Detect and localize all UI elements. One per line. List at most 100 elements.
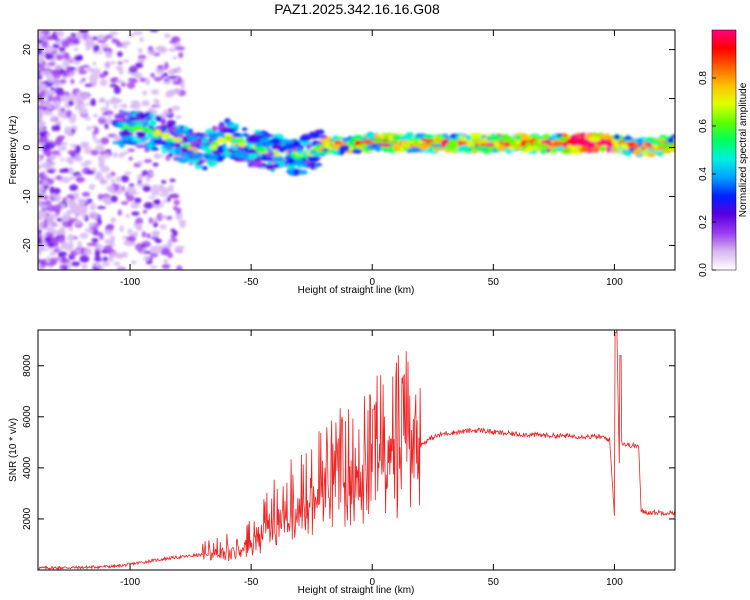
noise-blob — [75, 144, 82, 153]
noise-blob — [149, 265, 158, 269]
bottom-x-axis-label: Height of straight line (km) — [298, 585, 415, 596]
noise-blob — [82, 142, 90, 148]
ridge-blob — [466, 140, 476, 147]
ridge-blob — [194, 132, 203, 137]
noise-blob — [95, 262, 100, 269]
noise-blob — [164, 61, 169, 70]
ridge-blob — [121, 135, 134, 142]
y-tick-label: 10 — [22, 93, 33, 105]
ridge-blob — [508, 139, 514, 144]
noise-blob — [167, 240, 173, 248]
noise-blob — [68, 43, 77, 47]
x-tick-label: 100 — [606, 577, 623, 588]
ridge-blob — [310, 165, 315, 170]
noise-blob — [175, 46, 186, 51]
ridge-blob — [206, 160, 218, 167]
top-x-axis: -100 -50 0 50 100 — [120, 30, 623, 288]
ridge-blob — [216, 145, 227, 152]
ridge-blob — [160, 132, 171, 139]
noise-blob — [130, 201, 140, 209]
noise-blob — [43, 195, 49, 201]
ridge-blob — [606, 142, 614, 148]
ridge-blob — [351, 149, 363, 154]
noise-blob — [159, 215, 169, 219]
ridge-blob — [128, 116, 141, 122]
noise-texture — [38, 30, 675, 270]
ridge-blob — [348, 145, 354, 152]
noise-blob — [102, 261, 110, 267]
ridge-blob — [382, 148, 391, 152]
ridge-blob — [599, 146, 606, 153]
noise-blob — [49, 186, 55, 194]
noise-blob — [118, 104, 128, 108]
noise-blob — [126, 186, 136, 194]
noise-blob — [79, 254, 90, 263]
noise-blob — [89, 202, 97, 211]
noise-blob — [118, 152, 125, 158]
noise-blob — [86, 126, 92, 131]
noise-blob — [153, 205, 161, 210]
ridge-blob — [184, 130, 190, 137]
ridge-blob — [537, 143, 549, 148]
top-y-axis: -20 -10 0 10 20 — [22, 44, 675, 253]
ridge-blob — [207, 154, 219, 161]
ridge-blob — [526, 145, 535, 152]
noise-blob — [51, 213, 58, 219]
ridge-blob — [293, 159, 305, 166]
ridge-blob — [533, 140, 539, 148]
ridge-blob — [392, 145, 401, 151]
ridge-blob — [118, 139, 123, 143]
noise-blob — [94, 250, 101, 258]
noise-blob — [77, 198, 84, 203]
ridge-blob — [481, 137, 488, 143]
noise-blob — [75, 249, 81, 254]
noise-blob — [175, 212, 183, 220]
noise-blob — [60, 258, 71, 264]
noise-blob — [100, 115, 106, 119]
noise-blob — [110, 235, 116, 242]
noise-blob — [137, 47, 143, 54]
noise-blob — [94, 267, 101, 270]
noise-blob — [47, 62, 56, 66]
noise-blob — [63, 168, 70, 173]
ridge-blob — [265, 142, 274, 147]
noise-blob — [77, 240, 83, 249]
noise-blob — [115, 42, 124, 48]
noise-blob — [55, 30, 65, 38]
noise-blob — [102, 256, 109, 262]
noise-blob — [136, 173, 143, 181]
noise-blob — [66, 66, 71, 74]
noise-blob — [90, 149, 99, 156]
noise-blob — [162, 72, 169, 77]
noise-blob — [167, 252, 174, 259]
noise-blob — [55, 106, 64, 111]
noise-blob — [41, 177, 50, 181]
ridge-blob — [286, 163, 296, 170]
noise-blob — [170, 193, 180, 199]
ridge-blob — [289, 160, 294, 165]
noise-blob — [141, 101, 151, 107]
ridge-blob — [166, 120, 177, 127]
noise-blob — [180, 84, 186, 89]
noise-blob — [60, 94, 69, 103]
noise-blob — [99, 178, 108, 185]
ridge-blob — [244, 146, 249, 152]
noise-blob — [85, 45, 91, 51]
noise-blob — [53, 187, 61, 195]
noise-blob — [98, 50, 103, 55]
noise-blob — [67, 233, 75, 242]
ridge-blob — [211, 125, 218, 132]
noise-blob — [142, 209, 148, 214]
noise-blob — [67, 209, 74, 214]
noise-blob — [143, 158, 152, 164]
noise-blob — [169, 40, 177, 44]
noise-blob — [103, 152, 111, 159]
noise-blob — [46, 104, 53, 110]
ridge-blob — [657, 142, 665, 148]
ridge-blob — [391, 134, 403, 142]
noise-blob — [170, 228, 176, 233]
ridge-blob — [255, 132, 265, 136]
ridge-blob — [315, 143, 322, 149]
noise-blob — [74, 153, 81, 161]
